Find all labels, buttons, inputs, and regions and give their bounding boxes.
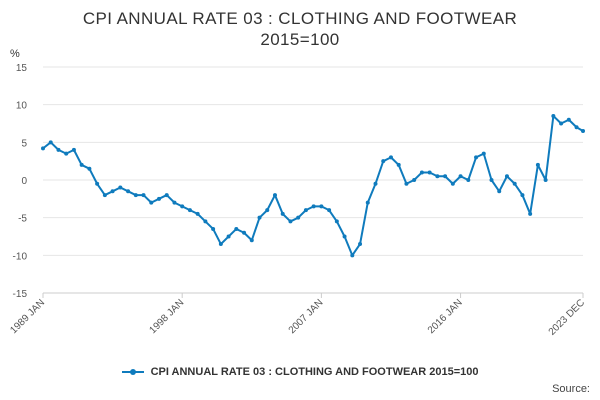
- data-point[interactable]: [327, 208, 332, 213]
- data-point[interactable]: [404, 181, 409, 186]
- data-point[interactable]: [64, 151, 69, 156]
- y-tick-label: -5: [18, 214, 27, 225]
- data-point[interactable]: [435, 174, 440, 179]
- x-tick-label: 1989 JAN: [8, 297, 47, 336]
- data-point[interactable]: [504, 174, 509, 179]
- data-point[interactable]: [110, 189, 115, 194]
- data-point[interactable]: [79, 162, 84, 167]
- data-point[interactable]: [187, 208, 192, 213]
- data-point[interactable]: [350, 253, 355, 258]
- data-point[interactable]: [141, 193, 146, 198]
- data-point[interactable]: [126, 189, 131, 194]
- data-point[interactable]: [342, 234, 347, 239]
- data-point[interactable]: [48, 140, 53, 145]
- x-tick-label: 2007 JAN: [287, 297, 326, 336]
- y-tick-label: 0: [21, 176, 27, 187]
- data-point[interactable]: [272, 193, 277, 198]
- data-point[interactable]: [528, 211, 533, 216]
- data-point[interactable]: [489, 178, 494, 182]
- data-point[interactable]: [450, 181, 455, 186]
- data-point[interactable]: [311, 204, 316, 209]
- data-point[interactable]: [280, 211, 285, 216]
- chart-title-line-2: 2015=100: [260, 30, 340, 49]
- source-label: Source:: [552, 383, 590, 395]
- data-point[interactable]: [149, 200, 154, 205]
- x-tick-label: 2016 JAN: [426, 297, 465, 336]
- data-point[interactable]: [497, 189, 502, 194]
- data-point[interactable]: [581, 129, 585, 134]
- x-axis-ticks: 1989 JAN 1998 JAN 2007 JAN 2016 JAN 2023 DEC: [8, 293, 587, 338]
- legend-series-label: CPI ANNUAL RATE 03 : CLOTHING AND FOOTWE…: [150, 366, 479, 378]
- data-point[interactable]: [319, 204, 324, 209]
- data-point[interactable]: [218, 242, 223, 247]
- data-point[interactable]: [257, 215, 262, 220]
- data-point[interactable]: [56, 147, 61, 152]
- data-point[interactable]: [574, 125, 579, 130]
- y-tick-label: 5: [21, 138, 27, 149]
- data-point[interactable]: [443, 174, 448, 179]
- data-point[interactable]: [520, 193, 525, 198]
- data-point[interactable]: [249, 238, 254, 243]
- legend-series-swatch: [121, 368, 144, 376]
- data-point[interactable]: [396, 162, 401, 167]
- data-point[interactable]: [156, 196, 161, 201]
- y-tick-label: 15: [16, 63, 28, 74]
- data-point[interactable]: [512, 181, 517, 186]
- data-point[interactable]: [242, 230, 247, 235]
- y-axis-unit-label: %: [10, 48, 20, 60]
- gridlines: [43, 66, 583, 294]
- data-point[interactable]: [388, 155, 393, 160]
- data-point[interactable]: [334, 219, 339, 224]
- data-point[interactable]: [226, 234, 231, 239]
- data-point[interactable]: [303, 208, 308, 213]
- y-tick-label: -10: [13, 251, 28, 262]
- data-point[interactable]: [458, 174, 463, 179]
- data-point[interactable]: [195, 211, 200, 216]
- data-point[interactable]: [71, 147, 76, 152]
- data-point[interactable]: [234, 226, 239, 231]
- data-point[interactable]: [543, 178, 548, 182]
- data-point[interactable]: [358, 242, 363, 247]
- chart-title-line-1: CPI ANNUAL RATE 03 : CLOTHING AND FOOTWE…: [82, 9, 518, 28]
- data-point[interactable]: [296, 215, 301, 220]
- x-tick-label: 2023 DEC: [547, 297, 587, 337]
- data-point[interactable]: [288, 219, 293, 224]
- data-point[interactable]: [427, 170, 432, 175]
- y-axis-ticks: 15 10 5 0 -5 -10 -15: [13, 63, 28, 300]
- data-point[interactable]: [133, 193, 138, 198]
- data-point[interactable]: [412, 178, 417, 182]
- x-tick-label: 1998 JAN: [147, 297, 186, 336]
- data-point[interactable]: [180, 204, 185, 209]
- legend[interactable]: CPI ANNUAL RATE 03 : CLOTHING AND FOOTWE…: [0, 366, 600, 378]
- data-point[interactable]: [559, 121, 564, 126]
- data-point[interactable]: [164, 193, 169, 198]
- data-point[interactable]: [551, 113, 556, 118]
- data-point[interactable]: [41, 146, 45, 151]
- data-point[interactable]: [95, 181, 100, 186]
- data-point[interactable]: [535, 162, 540, 167]
- data-point[interactable]: [481, 151, 486, 156]
- data-point[interactable]: [419, 170, 424, 175]
- data-point[interactable]: [373, 181, 378, 186]
- data-point[interactable]: [474, 155, 479, 160]
- data-point[interactable]: [172, 200, 177, 205]
- data-point[interactable]: [87, 166, 92, 171]
- data-point[interactable]: [118, 185, 123, 190]
- data-point[interactable]: [466, 178, 471, 182]
- data-point[interactable]: [365, 200, 370, 205]
- y-tick-label: -15: [13, 289, 28, 300]
- data-point[interactable]: [265, 208, 270, 213]
- data-point[interactable]: [102, 193, 107, 198]
- y-tick-label: 10: [16, 101, 28, 112]
- series-cpi-clothing-footwear: [41, 113, 585, 258]
- series-line: [42, 114, 584, 257]
- data-point[interactable]: [211, 226, 216, 231]
- data-point[interactable]: [381, 159, 386, 164]
- data-point[interactable]: [566, 117, 571, 122]
- chart-title: CPI ANNUAL RATE 03 : CLOTHING AND FOOTWE…: [0, 8, 600, 50]
- data-point[interactable]: [203, 219, 208, 224]
